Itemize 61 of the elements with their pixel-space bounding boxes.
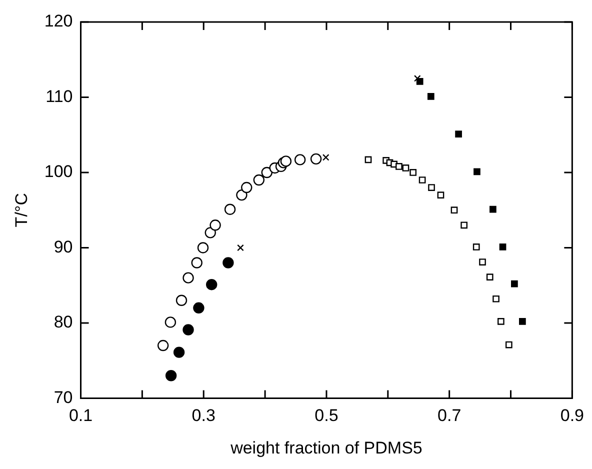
x-tick-label: 0.9 xyxy=(560,406,584,426)
point xyxy=(416,78,424,85)
point xyxy=(479,258,486,266)
point xyxy=(182,324,194,336)
y-tick-label: 110 xyxy=(46,86,73,106)
point xyxy=(236,189,248,201)
point xyxy=(191,257,202,268)
y-tick-label: 70 xyxy=(54,388,73,407)
point xyxy=(499,244,506,250)
point xyxy=(474,168,480,176)
x-tick-label: 0.5 xyxy=(314,406,338,426)
point xyxy=(261,166,272,178)
point xyxy=(173,346,185,358)
y-tick-label: 100 xyxy=(44,162,73,182)
point xyxy=(364,156,372,164)
x-tick-label: 0.7 xyxy=(438,406,462,426)
point xyxy=(157,340,169,352)
x-tick-label: 0.3 xyxy=(192,406,216,426)
point xyxy=(450,206,458,214)
point xyxy=(505,341,512,348)
point xyxy=(460,222,468,229)
point xyxy=(455,130,462,138)
point xyxy=(253,174,265,186)
point xyxy=(204,227,216,238)
point xyxy=(410,169,417,176)
point xyxy=(490,206,496,213)
x-axis-title: weight fraction of PDMS5 xyxy=(230,438,422,458)
point xyxy=(428,184,435,191)
point xyxy=(182,272,194,284)
point xyxy=(224,204,236,215)
point xyxy=(472,244,480,250)
point xyxy=(511,280,518,288)
point xyxy=(165,370,177,382)
point xyxy=(176,294,188,306)
y-axis-title: T/°C xyxy=(12,193,31,228)
point xyxy=(197,242,209,254)
point xyxy=(322,154,330,161)
point xyxy=(237,244,244,252)
point xyxy=(418,176,426,184)
point xyxy=(427,93,434,100)
y-tick-label: 120 xyxy=(44,12,73,31)
point xyxy=(396,163,402,170)
point xyxy=(241,182,252,194)
point xyxy=(519,318,526,325)
point xyxy=(280,156,292,167)
point xyxy=(193,302,204,314)
point xyxy=(486,274,494,280)
point xyxy=(498,318,504,325)
point xyxy=(210,220,221,231)
point xyxy=(206,278,218,290)
x-tick-label: 0.1 xyxy=(68,406,93,426)
y-tick-label: 90 xyxy=(54,237,73,256)
point xyxy=(164,316,176,328)
y-tick-label: 80 xyxy=(54,312,73,332)
point xyxy=(414,75,421,82)
point xyxy=(402,164,410,172)
point xyxy=(310,153,322,165)
point xyxy=(294,154,306,166)
point xyxy=(437,192,444,198)
point xyxy=(492,295,500,302)
point xyxy=(222,257,234,268)
